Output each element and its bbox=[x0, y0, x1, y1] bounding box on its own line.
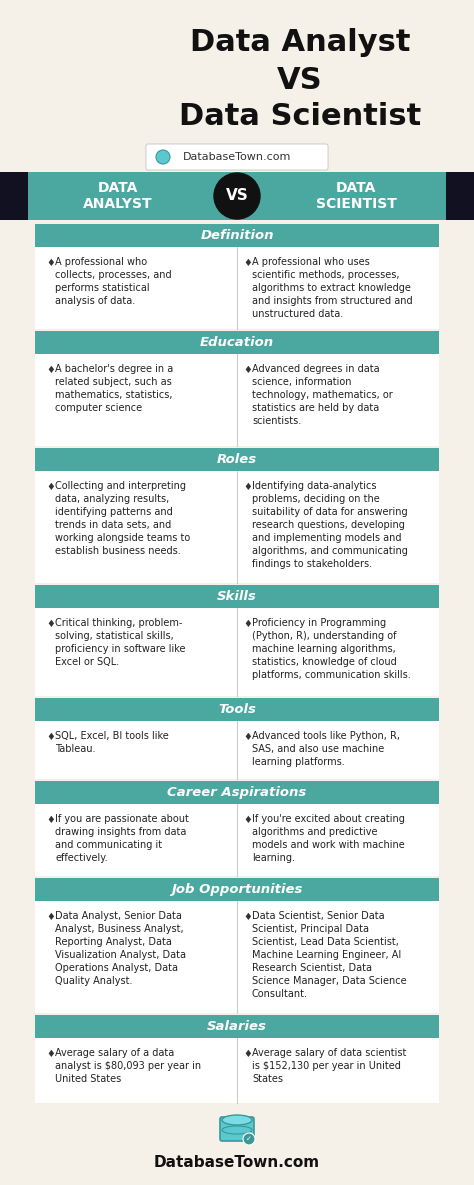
FancyBboxPatch shape bbox=[35, 901, 439, 1013]
Circle shape bbox=[214, 173, 260, 219]
Text: VS: VS bbox=[277, 66, 323, 95]
FancyBboxPatch shape bbox=[0, 172, 52, 220]
Circle shape bbox=[156, 150, 170, 164]
Text: ♦: ♦ bbox=[46, 1049, 55, 1059]
FancyBboxPatch shape bbox=[35, 354, 439, 446]
Text: DATA
ANALYST: DATA ANALYST bbox=[83, 181, 153, 211]
Text: Skills: Skills bbox=[217, 590, 257, 603]
Text: A bachelor's degree in a
related subject, such as
mathematics, statistics,
compu: A bachelor's degree in a related subject… bbox=[55, 364, 173, 414]
Ellipse shape bbox=[222, 1115, 252, 1125]
Text: DatabaseTown.com: DatabaseTown.com bbox=[183, 152, 291, 162]
Text: Data Scientist: Data Scientist bbox=[179, 102, 421, 132]
FancyBboxPatch shape bbox=[35, 224, 439, 246]
Text: ♦: ♦ bbox=[46, 258, 55, 268]
Text: ♦: ♦ bbox=[243, 912, 252, 922]
FancyBboxPatch shape bbox=[35, 470, 439, 583]
Text: ♦: ♦ bbox=[46, 619, 55, 629]
FancyBboxPatch shape bbox=[35, 698, 439, 720]
Text: A professional who uses
scientific methods, processes,
algorithms to extract kno: A professional who uses scientific metho… bbox=[252, 257, 413, 319]
Text: ♦: ♦ bbox=[243, 815, 252, 825]
Text: ♦: ♦ bbox=[243, 365, 252, 374]
Text: Definition: Definition bbox=[200, 229, 274, 242]
Text: ♦: ♦ bbox=[46, 482, 55, 492]
Text: VS: VS bbox=[226, 188, 248, 204]
Text: Data Analyst: Data Analyst bbox=[190, 28, 410, 57]
Text: Roles: Roles bbox=[217, 453, 257, 466]
FancyBboxPatch shape bbox=[35, 585, 439, 608]
Text: ♦: ♦ bbox=[243, 482, 252, 492]
FancyBboxPatch shape bbox=[35, 608, 439, 696]
Text: Collecting and interpreting
data, analyzing results,
identifying patterns and
tr: Collecting and interpreting data, analyz… bbox=[55, 481, 190, 556]
FancyBboxPatch shape bbox=[35, 246, 439, 329]
Text: Career Aspirations: Career Aspirations bbox=[167, 786, 307, 799]
Text: Proficiency in Programming
(Python, R), understanding of
machine learning algori: Proficiency in Programming (Python, R), … bbox=[252, 619, 411, 680]
FancyBboxPatch shape bbox=[35, 1038, 439, 1103]
Text: ♦: ♦ bbox=[46, 815, 55, 825]
Text: ♦: ♦ bbox=[243, 619, 252, 629]
FancyBboxPatch shape bbox=[35, 331, 439, 354]
Text: If you are passionate about
drawing insights from data
and communicating it
effe: If you are passionate about drawing insi… bbox=[55, 814, 189, 863]
Text: Advanced tools like Python, R,
SAS, and also use machine
learning platforms.: Advanced tools like Python, R, SAS, and … bbox=[252, 731, 400, 767]
Text: Average salary of data scientist
is $152,130 per year in United
States: Average salary of data scientist is $152… bbox=[252, 1048, 406, 1084]
FancyBboxPatch shape bbox=[35, 720, 439, 779]
Text: DATA
SCIENTIST: DATA SCIENTIST bbox=[316, 181, 396, 211]
Text: Tools: Tools bbox=[218, 703, 256, 716]
FancyBboxPatch shape bbox=[422, 172, 474, 220]
Text: ♦: ♦ bbox=[46, 365, 55, 374]
FancyBboxPatch shape bbox=[35, 448, 439, 470]
Text: ✓: ✓ bbox=[246, 1136, 252, 1142]
Text: ♦: ♦ bbox=[243, 258, 252, 268]
Text: Average salary of a data
analyst is $80,093 per year in
United States: Average salary of a data analyst is $80,… bbox=[55, 1048, 201, 1084]
Text: ♦: ♦ bbox=[243, 1049, 252, 1059]
Text: Data Scientist, Senior Data
Scientist, Principal Data
Scientist, Lead Data Scien: Data Scientist, Senior Data Scientist, P… bbox=[252, 911, 407, 999]
Text: Data Analyst, Senior Data
Analyst, Business Analyst,
Reporting Analyst, Data
Vis: Data Analyst, Senior Data Analyst, Busin… bbox=[55, 911, 186, 986]
Text: Identifying data-analytics
problems, deciding on the
suitability of data for ans: Identifying data-analytics problems, dec… bbox=[252, 481, 408, 569]
Text: SQL, Excel, BI tools like
Tableau.: SQL, Excel, BI tools like Tableau. bbox=[55, 731, 169, 754]
Text: DatabaseTown.com: DatabaseTown.com bbox=[154, 1155, 320, 1170]
Text: ♦: ♦ bbox=[46, 732, 55, 742]
Text: ♦: ♦ bbox=[46, 912, 55, 922]
Text: Job Opportunities: Job Opportunities bbox=[171, 883, 303, 896]
Circle shape bbox=[243, 1133, 255, 1145]
Text: If you're excited about creating
algorithms and predictive
models and work with : If you're excited about creating algorit… bbox=[252, 814, 405, 863]
FancyBboxPatch shape bbox=[35, 803, 439, 876]
FancyBboxPatch shape bbox=[35, 878, 439, 901]
Text: ♦: ♦ bbox=[243, 732, 252, 742]
Text: Salaries: Salaries bbox=[207, 1020, 267, 1033]
FancyBboxPatch shape bbox=[35, 781, 439, 803]
FancyBboxPatch shape bbox=[220, 1117, 254, 1141]
FancyBboxPatch shape bbox=[35, 1016, 439, 1038]
FancyBboxPatch shape bbox=[28, 172, 446, 220]
Text: Advanced degrees in data
science, information
technology, mathematics, or
statis: Advanced degrees in data science, inform… bbox=[252, 364, 393, 427]
FancyBboxPatch shape bbox=[146, 145, 328, 169]
Text: A professional who
collects, processes, and
performs statistical
analysis of dat: A professional who collects, processes, … bbox=[55, 257, 172, 306]
Text: Critical thinking, problem-
solving, statistical skills,
proficiency in software: Critical thinking, problem- solving, sta… bbox=[55, 619, 185, 667]
Text: Education: Education bbox=[200, 337, 274, 350]
